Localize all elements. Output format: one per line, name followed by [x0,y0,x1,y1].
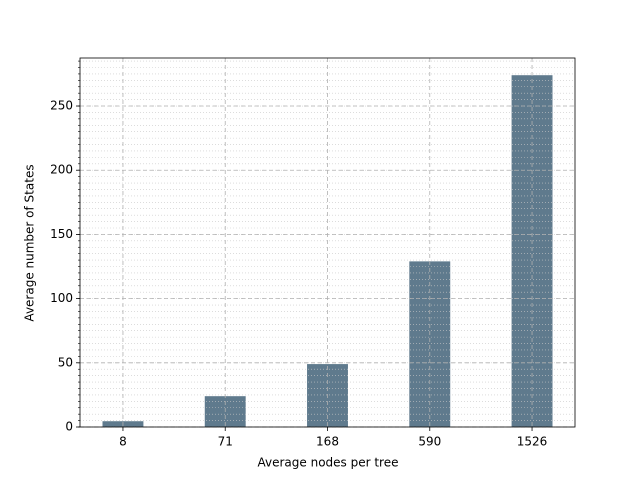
x-tick-label: 590 [418,435,441,449]
y-tick-label: 150 [50,227,73,241]
y-axis-label: Average number of States [23,164,37,321]
y-tick-label: 50 [58,355,73,369]
bar [409,261,451,427]
x-tick-label: 71 [218,435,233,449]
x-tick-label: 1526 [517,435,548,449]
y-tick-label: 100 [50,291,73,305]
plot-frame [79,57,576,428]
x-axis-label: Average nodes per tree [258,456,399,470]
y-tick-label: 200 [50,163,73,177]
y-tick-label: 250 [50,99,73,113]
x-tick-label: 168 [316,435,339,449]
x-tick-label: 8 [119,435,127,449]
y-tick-label: 0 [65,420,73,434]
